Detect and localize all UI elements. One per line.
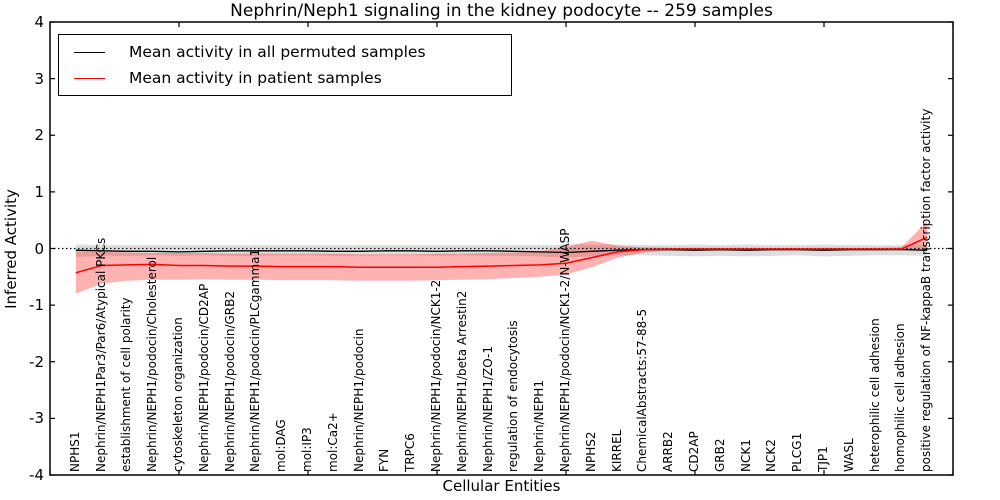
x-tick-label: CD2AP	[687, 431, 701, 472]
legend-label-patient: Mean activity in patient samples	[129, 69, 382, 87]
legend: Mean activity in all permuted samples Me…	[58, 34, 512, 96]
x-tick-label: Nephrin/NEPH1/ZO-1	[480, 346, 495, 472]
x-tick-label: ARRB2	[661, 431, 676, 472]
x-tick-label: FYN	[377, 448, 392, 472]
y-tick-label: -2	[29, 352, 44, 371]
x-tick-label: mol:IP3	[300, 427, 314, 472]
x-tick-label: Nephrin/NEPH1/podocin/CD2AP	[196, 283, 211, 472]
x-tick-label: TRPC6	[403, 433, 418, 472]
x-tick-label: NCK2	[764, 439, 779, 472]
x-tick-label: establishment of cell polarity	[119, 297, 134, 472]
x-tick-label: cytoskeleton organization	[171, 317, 185, 472]
legend-label-permuted: Mean activity in all permuted samples	[129, 43, 426, 61]
y-tick-label: 0	[34, 239, 44, 258]
y-tick-label: 4	[34, 13, 44, 31]
y-tick-label: 1	[34, 182, 44, 201]
x-tick-label: Nephrin/NEPH1Par3/Par6/Atypical PKCs	[93, 237, 108, 472]
x-tick-label: homophilic cell adhesion	[893, 323, 908, 472]
x-tick-label: Nephrin/NEPH1/podocin	[351, 328, 366, 472]
x-tick-label: ChemicalAbstracts:57-88-5	[635, 308, 650, 472]
chart-title: Nephrin/Neph1 signaling in the kidney po…	[230, 1, 773, 21]
y-tick-label: 3	[34, 69, 44, 88]
x-tick-label: NCK1	[738, 439, 753, 472]
x-tick-label: Nephrin/NEPH1/podocin/Cholesterol	[145, 256, 160, 472]
legend-item-permuted: Mean activity in all permuted samples	[74, 43, 511, 61]
x-tick-label: regulation of endocytosis	[506, 320, 521, 472]
x-tick-label: Nephrin/NEPH1/beta Arrestin2	[454, 290, 469, 472]
y-tick-label: -4	[29, 466, 44, 484]
x-tick-label: TJP1	[816, 446, 830, 472]
x-tick-label: Nephrin/NEPH1/podocin/NCK1-2/N-WASP	[558, 228, 572, 472]
x-tick-label: KIRREL	[609, 429, 624, 472]
x-tick-label: heterophilic cell adhesion	[867, 318, 882, 472]
line-patient-mean	[75, 236, 928, 274]
legend-line-sample-patient	[74, 77, 105, 79]
x-tick-label: GRB2	[712, 438, 727, 472]
x-axis-title: Cellular Entities	[442, 477, 561, 495]
x-tick-label: mol:Ca2+	[325, 412, 340, 472]
y-tick-label: -3	[29, 409, 44, 428]
x-tick-label: NPHS2	[583, 431, 598, 473]
x-tick-label: mol:DAG	[274, 419, 289, 472]
x-tick-label: WASL	[841, 438, 856, 472]
x-tick-label: Nephrin/NEPH1/podocin/PLCgamma1	[248, 248, 263, 472]
y-tick-label: -1	[29, 296, 44, 315]
x-tick-label: PLCG1	[790, 432, 805, 472]
x-tick-label: positive regulation of NF-kappaB transcr…	[919, 108, 934, 472]
x-tick-label: Nephrin/NEPH1	[532, 380, 547, 472]
band-patient-range	[75, 221, 928, 294]
legend-line-sample-permuted	[74, 51, 105, 53]
x-tick-label: NPHS1	[67, 431, 82, 473]
x-tick-label: Nephrin/NEPH1/podocin/NCK1-2	[429, 279, 443, 472]
y-tick-label: 2	[34, 126, 44, 145]
legend-item-patient: Mean activity in patient samples	[74, 69, 511, 87]
x-tick-label: Nephrin/NEPH1/podocin/GRB2	[222, 291, 237, 472]
